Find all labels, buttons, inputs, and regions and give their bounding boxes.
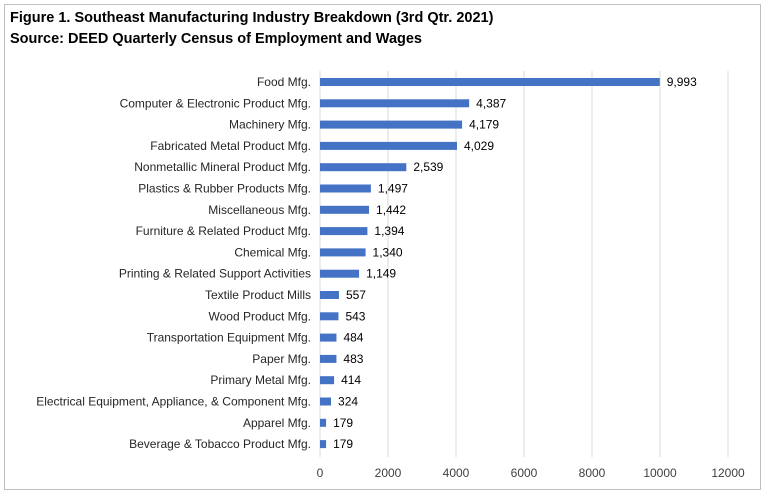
data-label: 557 [346, 288, 366, 302]
bar [320, 440, 327, 449]
category-label: Fabricated Metal Product Mfg. [150, 139, 311, 153]
bar [320, 99, 470, 108]
bar [320, 418, 327, 427]
category-label: Machinery Mfg. [229, 118, 311, 132]
chart-title: Figure 1. Southeast Manufacturing Indust… [10, 10, 494, 26]
category-label: Food Mfg. [257, 75, 311, 89]
category-label: Electrical Equipment, Appliance, & Compo… [36, 395, 311, 409]
x-tick-label: 12000 [711, 466, 745, 480]
data-label: 9,993 [667, 75, 697, 89]
bar [320, 184, 371, 193]
category-label: Apparel Mfg. [243, 416, 311, 430]
data-label: 1,340 [373, 245, 403, 259]
x-tick-label: 4000 [443, 466, 470, 480]
data-label: 1,394 [374, 224, 404, 238]
data-label: 2,539 [413, 160, 443, 174]
category-label: Primary Metal Mfg. [210, 373, 311, 387]
data-label: 324 [338, 395, 358, 409]
data-label: 1,149 [366, 267, 396, 281]
data-label: 484 [343, 331, 363, 345]
data-label: 1,442 [376, 203, 406, 217]
bar [320, 312, 339, 321]
labels: 0 2000 4000 6000 8000 10000 12000 Food Mfg. 9,99… [36, 75, 745, 480]
bar [320, 205, 370, 214]
data-label: 543 [345, 309, 365, 323]
x-tick-label: 0 [317, 466, 324, 480]
data-label: 414 [341, 373, 361, 387]
data-label: 4,387 [476, 96, 506, 110]
bar [320, 227, 368, 236]
bar [320, 78, 660, 86]
category-label: Chemical Mfg. [234, 245, 311, 259]
data-label: 4,179 [469, 118, 499, 132]
bar [320, 291, 339, 299]
data-label: 179 [333, 437, 353, 451]
category-label: Plastics & Rubber Products Mfg. [138, 182, 311, 196]
bar [320, 397, 332, 406]
category-label: Miscellaneous Mfg. [208, 203, 311, 217]
bar [320, 248, 366, 257]
chart-frame [4, 4, 761, 490]
data-label: 483 [343, 352, 363, 366]
category-label: Computer & Electronic Product Mfg. [120, 96, 311, 110]
bar [320, 163, 407, 172]
bar [320, 376, 335, 385]
gridlines [319, 71, 729, 457]
category-label: Printing & Related Support Activities [119, 267, 311, 281]
category-label: Paper Mfg. [252, 352, 311, 366]
data-label: 1,497 [378, 182, 408, 196]
category-label: Beverage & Tobacco Product Mfg. [129, 437, 311, 451]
bar [320, 141, 457, 150]
data-label: 179 [333, 416, 353, 430]
data-label: 4,029 [464, 139, 494, 153]
x-tick-label: 2000 [375, 466, 402, 480]
chart-subtitle: Source: DEED Quarterly Census of Employm… [10, 31, 422, 47]
category-label: Transportation Equipment Mfg. [147, 331, 311, 345]
category-label: Furniture & Related Product Mfg. [136, 224, 311, 238]
bars [320, 78, 660, 449]
bar [320, 269, 360, 278]
category-label: Wood Product Mfg. [209, 309, 312, 323]
bar [320, 354, 337, 363]
category-label: Textile Product Mills [205, 288, 311, 302]
bar [320, 333, 337, 342]
x-tick-label: 6000 [511, 466, 538, 480]
x-tick-label: 10000 [643, 466, 677, 480]
category-label: Nonmetallic Mineral Product Mfg. [134, 160, 311, 174]
bar [320, 120, 463, 129]
x-tick-label: 8000 [579, 466, 606, 480]
